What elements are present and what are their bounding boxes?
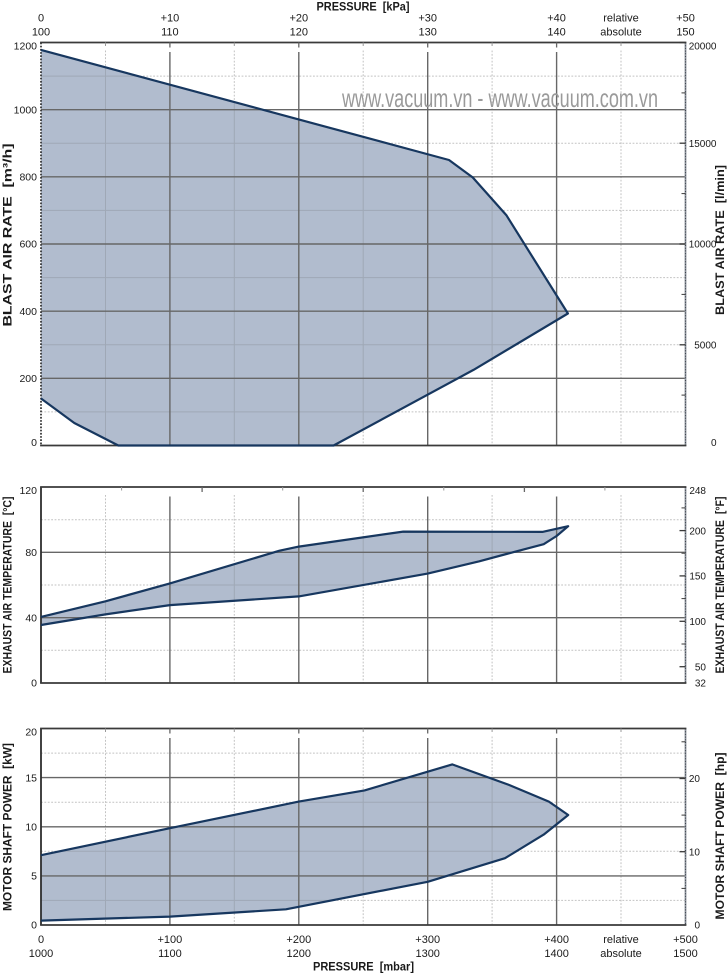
svg-text:PRESSURE [kPa]: PRESSURE [kPa]: [317, 0, 410, 14]
svg-text:20: 20: [689, 774, 701, 785]
svg-text:120: 120: [290, 27, 308, 39]
svg-text:80: 80: [25, 547, 37, 559]
svg-text:150: 150: [689, 572, 706, 583]
svg-text:1500: 1500: [673, 948, 697, 960]
svg-text:15000: 15000: [689, 139, 717, 150]
svg-text:+20: +20: [289, 13, 308, 25]
svg-text:248: 248: [689, 486, 706, 497]
svg-text:+30: +30: [418, 13, 437, 25]
svg-text:10000: 10000: [689, 240, 717, 251]
svg-text:relative: relative: [603, 13, 638, 25]
svg-text:20000: 20000: [689, 42, 717, 53]
svg-text:600: 600: [19, 239, 37, 251]
svg-text:MOTOR SHAFT POWER [hp]: MOTOR SHAFT POWER [hp]: [713, 753, 727, 920]
svg-text:5000: 5000: [694, 340, 717, 351]
svg-text:+40: +40: [547, 13, 566, 25]
svg-text:0: 0: [31, 920, 37, 932]
svg-text:+200: +200: [286, 934, 311, 946]
svg-text:120: 120: [19, 485, 37, 497]
svg-text:400: 400: [19, 306, 37, 318]
svg-text:+400: +400: [544, 934, 569, 946]
svg-text:0: 0: [31, 437, 37, 449]
svg-text:100: 100: [689, 617, 706, 628]
svg-text:10: 10: [689, 847, 701, 858]
svg-text:+50: +50: [676, 13, 695, 25]
svg-text:1000: 1000: [14, 104, 38, 116]
svg-text:1000: 1000: [29, 948, 53, 960]
svg-text:40: 40: [25, 612, 37, 624]
svg-text:PRESSURE [mbar]: PRESSURE [mbar]: [313, 960, 414, 974]
svg-text:EXHAUST AIR TEMPERATURE [°C]: EXHAUST AIR TEMPERATURE [°C]: [1, 497, 15, 674]
svg-text:50: 50: [695, 662, 707, 673]
svg-text:15: 15: [25, 772, 37, 784]
svg-text:1400: 1400: [544, 948, 568, 960]
svg-text:1100: 1100: [158, 948, 182, 960]
svg-text:MOTOR SHAFT POWER [kW]: MOTOR SHAFT POWER [kW]: [1, 743, 15, 911]
svg-text:0: 0: [711, 438, 717, 449]
svg-text:1200: 1200: [287, 948, 311, 960]
svg-text:10: 10: [25, 822, 37, 834]
svg-text:BLAST AIR RATE [m³/h]: BLAST AIR RATE [m³/h]: [1, 144, 15, 327]
svg-text:200: 200: [689, 526, 706, 537]
svg-text:BLAST AIR RATE [l/min]: BLAST AIR RATE [l/min]: [713, 165, 727, 315]
svg-text:absolute: absolute: [600, 948, 642, 960]
svg-text:100: 100: [32, 27, 50, 39]
svg-text:absolute: absolute: [600, 27, 642, 39]
svg-text:800: 800: [19, 172, 37, 184]
svg-text:+500: +500: [673, 934, 698, 946]
svg-text:0: 0: [694, 921, 700, 932]
svg-text:140: 140: [547, 27, 565, 39]
svg-text:0: 0: [38, 934, 44, 946]
svg-text:130: 130: [419, 27, 437, 39]
svg-text:110: 110: [161, 27, 179, 39]
svg-text:+300: +300: [415, 934, 440, 946]
svg-text:20: 20: [25, 727, 37, 739]
svg-text:+10: +10: [161, 13, 180, 25]
svg-text:1200: 1200: [14, 41, 38, 53]
svg-text:relative: relative: [603, 934, 638, 946]
svg-text:1300: 1300: [415, 948, 439, 960]
svg-text:+100: +100: [158, 934, 183, 946]
svg-text:0: 0: [31, 678, 37, 690]
svg-text:5: 5: [31, 871, 37, 883]
svg-text:0: 0: [38, 13, 44, 25]
svg-text:150: 150: [676, 27, 694, 39]
svg-text:32: 32: [695, 679, 707, 690]
svg-text:EXHAUST AIR TEMPERATURE [°F]: EXHAUST AIR TEMPERATURE [°F]: [713, 497, 727, 674]
svg-text:200: 200: [19, 373, 37, 385]
svg-text:www.vacuum.vn - www.vacuum.com: www.vacuum.vn - www.vacuum.com.vn: [341, 83, 658, 113]
